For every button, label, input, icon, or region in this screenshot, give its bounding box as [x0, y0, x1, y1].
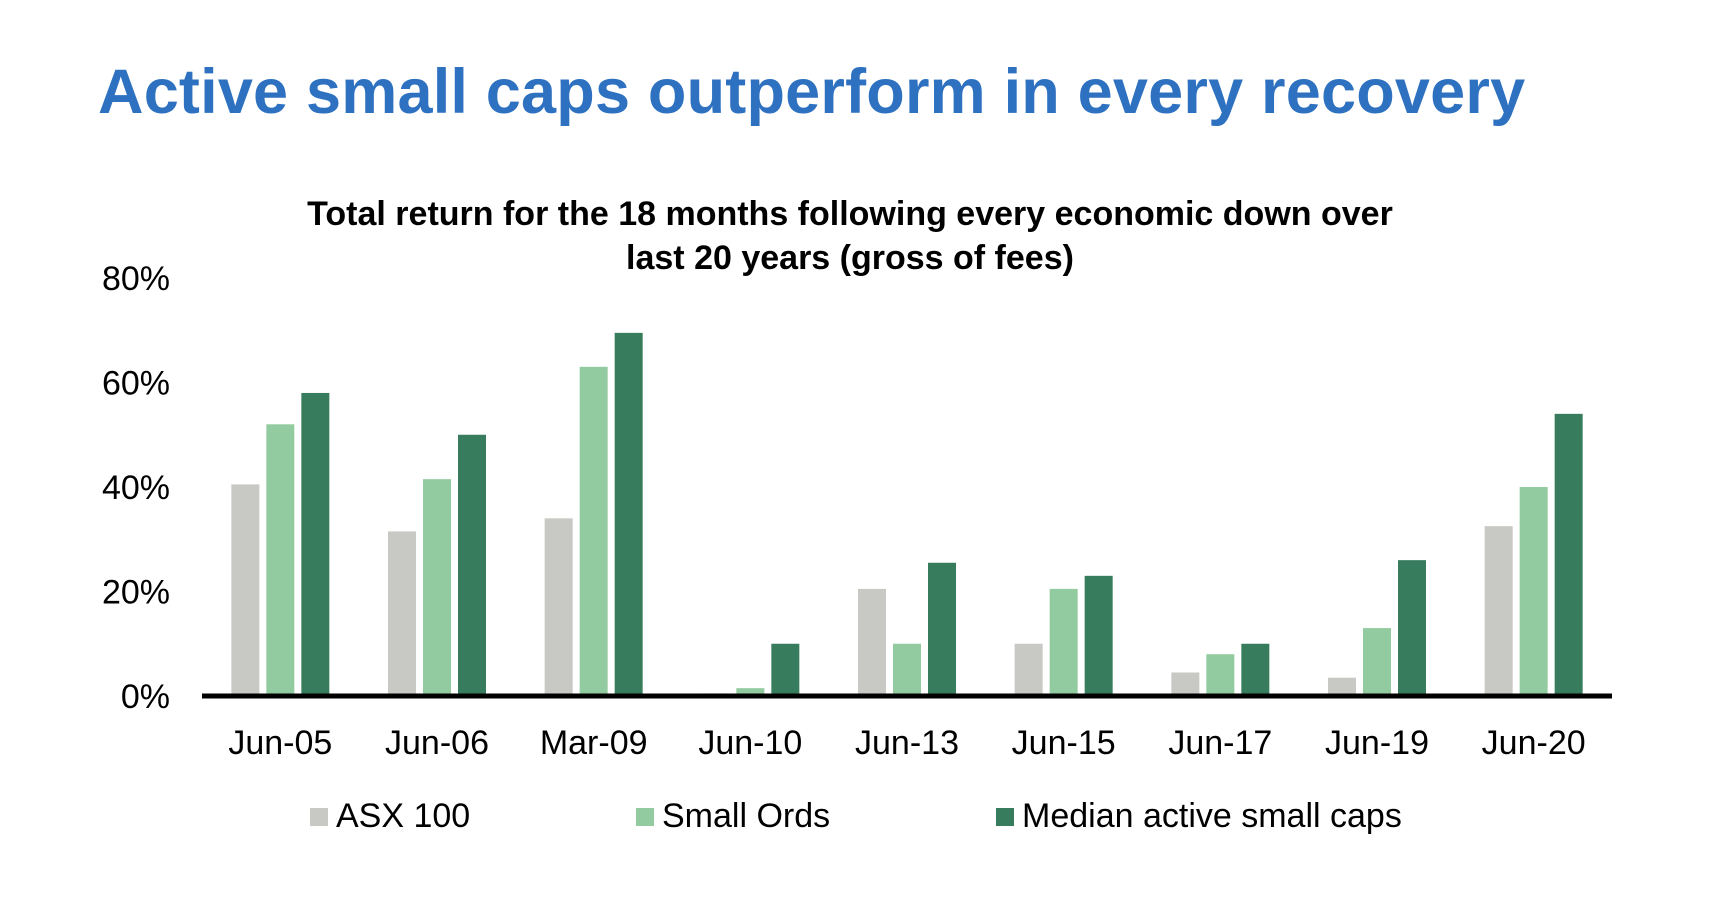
bar-small-ords-jun-06: [423, 479, 451, 696]
bar-median-active-small-caps-jun-17: [1241, 643, 1270, 696]
bar-asx-100-jun-17: [1171, 672, 1200, 696]
bar-small-ords-mar-09: [579, 366, 608, 696]
legend-swatch-asx-100: [310, 807, 328, 826]
bar-median-active-small-caps-jun-06: [458, 434, 486, 696]
bar-small-ords-jun-13: [893, 643, 921, 696]
legend-label-asx-100: ASX 100: [336, 797, 471, 835]
bar-small-ords-jun-10: [736, 688, 765, 696]
chart-title: Total return for the 18 months following…: [200, 192, 1500, 280]
bar-asx-100-jun-05: [231, 484, 260, 696]
chart-title-line-2: last 20 years (gross of fees): [626, 239, 1074, 277]
legend-item-small-ords: Small Ords: [636, 797, 830, 836]
bar-asx-100-jun-06: [388, 531, 416, 696]
legend-swatch-median-active-small-caps: [996, 807, 1014, 826]
legend-swatch-small-ords: [636, 807, 654, 826]
bar-small-ords-jun-15: [1049, 588, 1078, 696]
bar-median-active-small-caps-jun-15: [1084, 575, 1113, 696]
x-tick-label: Jun-10: [698, 724, 802, 762]
chart-legend: ASX 100 Small Ords Median active small c…: [0, 797, 1722, 841]
page-headline: Active small caps outperform in every re…: [98, 57, 1526, 127]
bar-small-ords-jun-20: [1519, 487, 1548, 696]
bar-small-ords-jun-19: [1363, 628, 1391, 696]
legend-item-asx-100: ASX 100: [310, 797, 470, 836]
bar-median-active-small-caps-jun-19: [1398, 560, 1426, 696]
y-tick-label: 0%: [121, 678, 170, 716]
x-tick-label: Jun-06: [385, 724, 489, 762]
y-tick-label: 40%: [102, 469, 170, 507]
legend-item-median-active-small-caps: Median active small caps: [996, 797, 1402, 836]
y-tick-label: 20%: [102, 574, 170, 612]
bar-small-ords-jun-05: [266, 424, 295, 696]
bar-asx-100-jun-13: [858, 588, 886, 696]
x-tick-label: Jun-05: [228, 724, 332, 762]
bar-median-active-small-caps-jun-13: [928, 562, 956, 696]
x-tick-label: Jun-20: [1482, 724, 1586, 762]
x-tick-label: Jun-19: [1325, 724, 1429, 762]
bar-asx-100-jun-15: [1014, 643, 1043, 696]
x-tick-label: Jun-15: [1012, 724, 1116, 762]
x-tick-label: Jun-13: [855, 724, 959, 762]
legend-label-median-active-small-caps: Median active small caps: [1022, 797, 1402, 835]
legend-label-small-ords: Small Ords: [662, 797, 831, 835]
bar-median-active-small-caps-mar-09: [614, 332, 643, 696]
chart-title-line-1: Total return for the 18 months following…: [307, 195, 1393, 233]
y-tick-label: 80%: [102, 260, 170, 298]
bar-asx-100-jun-20: [1484, 526, 1513, 696]
bar-median-active-small-caps-jun-05: [301, 392, 330, 696]
bar-median-active-small-caps-jun-20: [1554, 413, 1583, 696]
x-tick-label: Mar-09: [540, 724, 648, 762]
bar-median-active-small-caps-jun-10: [771, 643, 800, 696]
y-tick-label: 60%: [102, 365, 170, 403]
bar-small-ords-jun-17: [1206, 654, 1235, 696]
x-tick-label: Jun-17: [1168, 724, 1272, 762]
bar-asx-100-jun-19: [1328, 677, 1356, 696]
bar-asx-100-mar-09: [544, 518, 573, 696]
